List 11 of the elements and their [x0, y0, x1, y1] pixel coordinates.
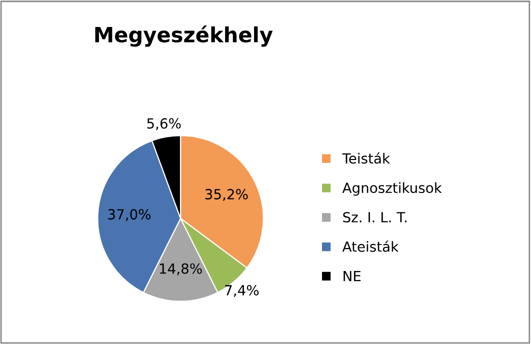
data-label: 37,0% — [108, 209, 151, 221]
data-label: 5,6% — [147, 118, 181, 130]
legend-label: Teisták — [342, 152, 390, 164]
data-label: 35,2% — [205, 188, 248, 201]
legend-label: Ateisták — [342, 240, 399, 252]
legend-label: NE — [344, 270, 361, 282]
data-label: 14,8% — [160, 263, 202, 276]
legend-label: Agnosztikusok — [342, 182, 442, 196]
legend-label: Sz. I. L. T. — [343, 212, 406, 222]
data-label: 7,4% — [225, 284, 259, 297]
chart-title: Megyeszékhely — [95, 26, 273, 47]
